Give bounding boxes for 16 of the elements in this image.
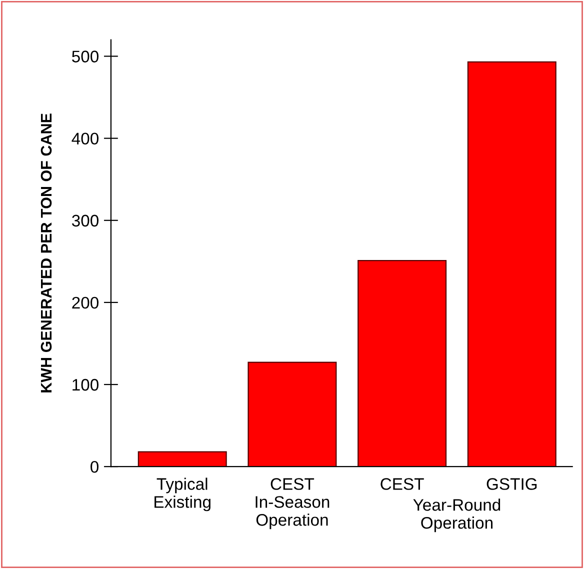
y-tick-label: 200 (72, 296, 99, 309)
text: Year-Round Operation (413, 498, 500, 532)
bar (467, 61, 556, 467)
bar (248, 362, 337, 467)
y-tick-label: 400 (72, 132, 99, 145)
x-tick-label: CEST (380, 478, 424, 490)
y-axis-title: KWH GENERATED PER TON OF CANE (40, 114, 52, 392)
y-tick-label: 500 (72, 50, 99, 62)
x-tick-label: GSTIG (486, 478, 537, 490)
x-tick-label: CEST In-Season Operation (256, 478, 330, 530)
y-tick-label: 0 (90, 460, 99, 473)
x-tick-label: Typical Existing (154, 478, 210, 512)
y-tick-label: 300 (72, 214, 99, 227)
bar (358, 260, 447, 467)
bar (138, 451, 227, 467)
y-tick-label: 100 (72, 378, 99, 391)
